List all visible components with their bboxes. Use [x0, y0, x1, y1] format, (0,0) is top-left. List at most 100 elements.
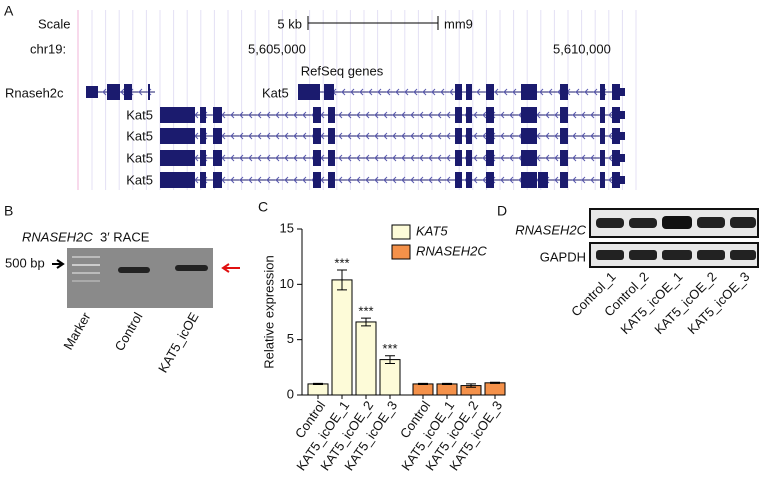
exon — [618, 154, 625, 162]
strand-arrow — [239, 132, 244, 140]
exon — [86, 86, 98, 98]
strand-arrow — [350, 88, 355, 96]
exon — [466, 84, 472, 100]
strand-arrow — [347, 111, 352, 119]
error-bar — [313, 382, 323, 385]
strand-arrow — [230, 154, 235, 162]
strand-arrow — [509, 111, 514, 119]
strand-arrow — [102, 88, 107, 96]
strand-arrow — [347, 176, 352, 184]
row-label: GAPDH — [540, 249, 586, 264]
strand-arrow — [284, 111, 289, 119]
exon — [600, 150, 605, 166]
legend-swatch — [391, 244, 411, 260]
strand-arrow — [356, 132, 361, 140]
exon — [313, 107, 321, 123]
y-tick-label: 15 — [280, 220, 294, 235]
exon — [560, 107, 568, 123]
exon — [313, 150, 321, 166]
exon — [521, 150, 537, 166]
band-arrow — [221, 263, 240, 273]
strand-arrow — [482, 176, 487, 184]
strand-arrow — [356, 154, 361, 162]
strand-arrow — [608, 132, 613, 140]
strand-arrow — [446, 154, 451, 162]
strand-arrow — [437, 154, 442, 162]
error-bar — [361, 317, 371, 327]
panel-letter: A — [4, 3, 14, 19]
strand-arrow — [284, 176, 289, 184]
strand-arrow — [419, 111, 424, 119]
legend-label: RNASEH2C — [416, 243, 487, 258]
strand-arrow — [347, 154, 352, 162]
marker-size: 500 bp — [5, 255, 45, 270]
strand-arrow — [590, 132, 595, 140]
gene-label: Kat5 — [126, 107, 153, 122]
strand-arrow — [419, 132, 424, 140]
strand-arrow — [248, 111, 253, 119]
exon — [560, 84, 568, 100]
exon — [521, 172, 537, 188]
strand-arrow — [395, 88, 400, 96]
exon — [455, 172, 462, 188]
position: 5,605,000 — [248, 41, 306, 56]
strand-arrow — [428, 132, 433, 140]
panel-letter: D — [497, 203, 507, 219]
strand-arrow — [359, 88, 364, 96]
y-tick-label: 10 — [280, 276, 294, 291]
exon — [612, 172, 620, 188]
strand-arrow — [410, 132, 415, 140]
strand-arrow — [374, 111, 379, 119]
strand-arrow — [545, 154, 550, 162]
strand-arrow — [302, 111, 307, 119]
exon — [213, 128, 222, 144]
strand-arrow — [572, 132, 577, 140]
strand-arrow — [554, 154, 559, 162]
exon — [200, 107, 206, 123]
strand-arrow — [383, 176, 388, 184]
strand-arrow — [500, 176, 505, 184]
error-bar — [418, 382, 428, 385]
strand-arrow — [572, 154, 577, 162]
strand-arrow — [383, 154, 388, 162]
strand-arrow — [266, 176, 271, 184]
error-bar — [442, 382, 452, 385]
strand-arrow — [419, 154, 424, 162]
strand-arrow — [473, 111, 478, 119]
gel-title-gene: RNASEH2C — [22, 229, 93, 244]
exon — [328, 128, 335, 144]
exon — [560, 128, 568, 144]
strand-arrow — [572, 111, 577, 119]
strand-arrow — [437, 132, 442, 140]
error-bar — [490, 381, 500, 384]
strand-arrow — [239, 154, 244, 162]
exon — [600, 107, 605, 123]
exon — [486, 172, 494, 188]
exon — [612, 84, 620, 100]
exon — [298, 84, 320, 100]
exon — [560, 150, 568, 166]
strand-arrow — [392, 132, 397, 140]
strand-arrow — [392, 154, 397, 162]
strand-arrow — [590, 176, 595, 184]
strand-arrow — [302, 132, 307, 140]
lane-label: Marker — [60, 309, 94, 352]
significance: *** — [358, 304, 373, 319]
scale-label: Scale — [38, 16, 71, 31]
strand-arrow — [554, 111, 559, 119]
lane-label: Control — [112, 310, 146, 354]
exon — [486, 107, 494, 123]
exon — [455, 150, 462, 166]
bar — [355, 321, 377, 396]
gel-title: 3′ RACE — [100, 229, 150, 244]
strand-arrow — [500, 154, 505, 162]
strand-arrow — [266, 132, 271, 140]
marker-arrow — [52, 259, 65, 269]
strand-arrow — [338, 176, 343, 184]
exon — [612, 150, 620, 166]
strand-arrow — [482, 111, 487, 119]
strand-arrow — [266, 111, 271, 119]
exon — [313, 172, 321, 188]
chrom: chr19: — [30, 41, 66, 56]
